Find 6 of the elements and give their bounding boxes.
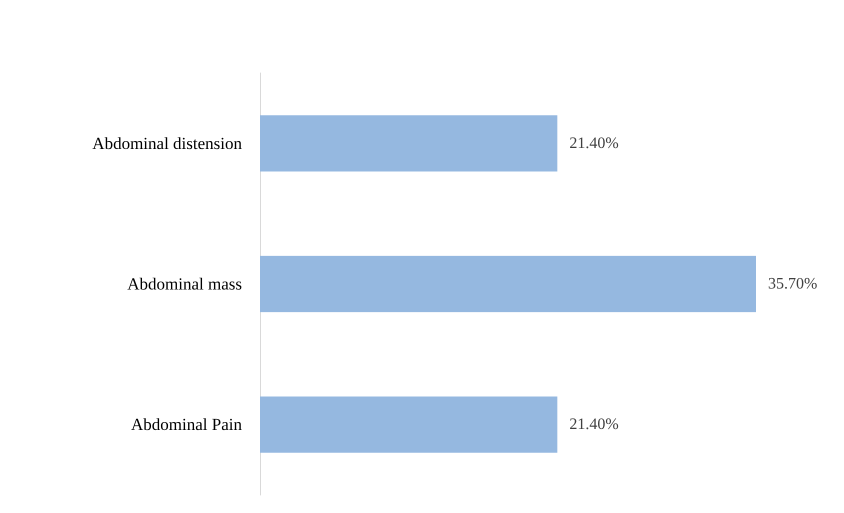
y-tick-label: Abdominal Pain xyxy=(131,415,242,434)
data-label: 21.40% xyxy=(569,134,619,152)
y-tick-label: Abdominal distension xyxy=(92,134,242,153)
y-tick-label: Abdominal mass xyxy=(127,274,242,294)
data-label: 21.40% xyxy=(569,416,619,434)
data-label: 35.70% xyxy=(768,276,818,292)
